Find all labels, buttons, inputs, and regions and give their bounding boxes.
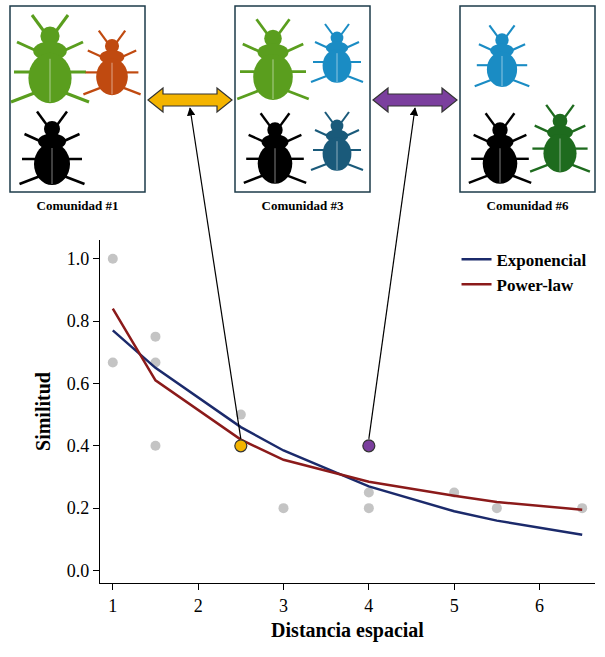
svg-text:1: 1 [108,596,117,616]
svg-text:Comunidad #3: Comunidad #3 [262,198,344,213]
svg-text:0.2: 0.2 [67,498,90,518]
svg-text:Comunidad #6: Comunidad #6 [487,198,569,213]
svg-text:4: 4 [364,596,373,616]
svg-text:0.6: 0.6 [67,374,90,394]
svg-text:0.0: 0.0 [67,561,90,581]
svg-text:Exponencial: Exponencial [497,251,587,270]
svg-text:Similitud: Similitud [32,372,54,451]
svg-text:5: 5 [450,596,459,616]
svg-text:1.0: 1.0 [67,249,90,269]
svg-text:6: 6 [535,596,544,616]
svg-text:0.8: 0.8 [67,311,90,331]
svg-text:Power-law: Power-law [497,276,575,295]
svg-text:3: 3 [279,596,288,616]
svg-text:Distancia espacial: Distancia espacial [271,619,424,642]
svg-text:Comunidad #1: Comunidad #1 [37,198,119,213]
svg-text:2: 2 [194,596,203,616]
svg-text:0.4: 0.4 [67,436,90,456]
